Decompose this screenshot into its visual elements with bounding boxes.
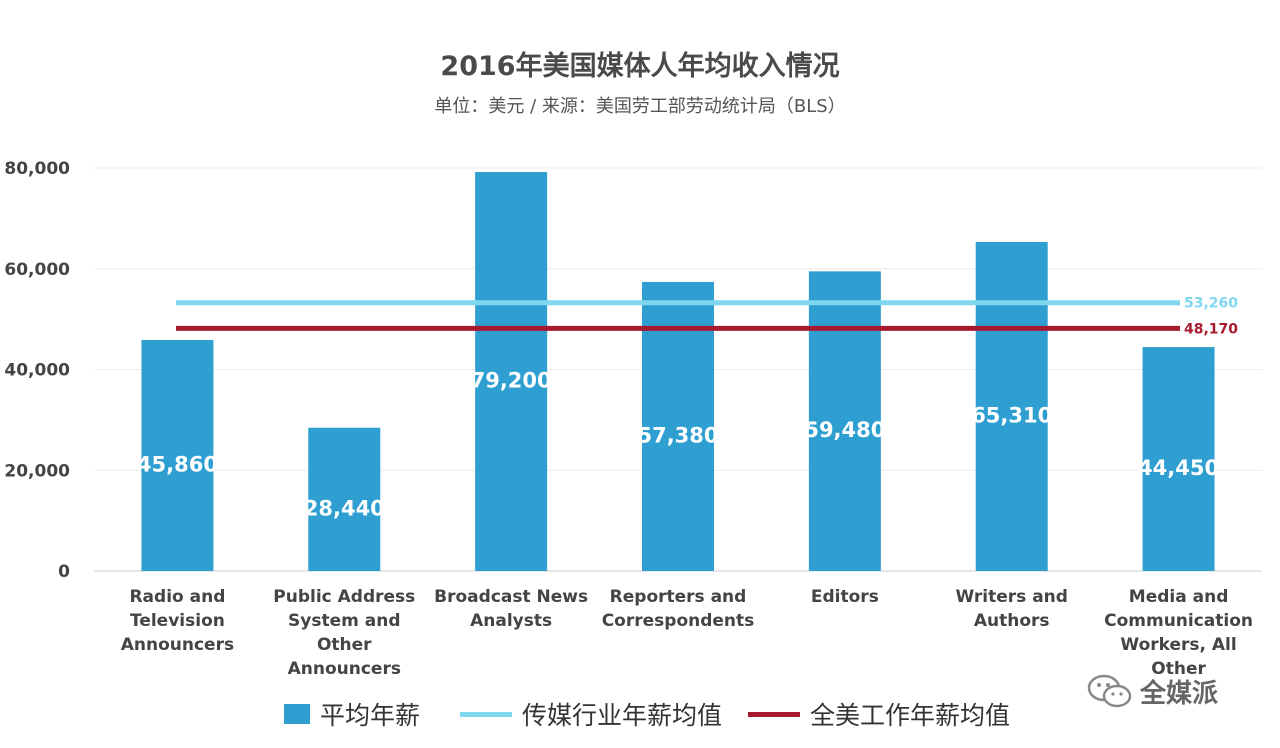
y-tick-label: 20,000 [4, 461, 70, 481]
wechat-icon [1087, 674, 1132, 708]
bar-value-label: 45,860 [137, 452, 218, 476]
bar-value-label: 65,310 [971, 404, 1052, 428]
legend-swatch-media-avg [460, 711, 512, 717]
chart-title: 2016年美国媒体人年均收入情况 [440, 51, 840, 82]
x-category-label: Writers and Authors [955, 587, 1067, 631]
legend-item-national-avg: 全美工作年薪均值 [748, 696, 1010, 732]
bar-value-label: 44,450 [1138, 456, 1219, 480]
x-category-label: Public Address System and Other Announcers [273, 587, 415, 679]
watermark-text: 全媒派 [1140, 678, 1219, 709]
watermark: 全媒派 [1086, 672, 1218, 710]
bar [1142, 347, 1215, 571]
y-tick-label: 0 [58, 562, 70, 582]
bar [808, 271, 881, 571]
bar [308, 427, 381, 571]
y-tick-label: 80,000 [4, 159, 70, 179]
legend-swatch-bars [284, 704, 310, 724]
bar [475, 172, 548, 571]
bar [141, 339, 214, 571]
bar-value-label: 79,200 [471, 369, 552, 393]
bar-value-label: 28,440 [304, 496, 385, 520]
bar-chart: 0 20,000 40,000 60,000 80,000 53,260 48,170 45,… [4, 159, 1262, 679]
legend-swatch-national-avg [748, 711, 800, 717]
reference-line-label: 53,260 [1184, 296, 1238, 312]
x-category-label: Reporters and Correspondents [602, 587, 755, 631]
legend-item-bars: 平均年薪 [284, 696, 420, 732]
bar-value-label: 57,380 [637, 423, 718, 447]
legend-label-bars: 平均年薪 [320, 701, 421, 730]
x-category-label: Broadcast News Analysts [434, 587, 588, 631]
legend-item-media-avg: 传媒行业年薪均值 [460, 696, 722, 732]
legend: 平均年薪 传媒行业年薪均值 全美工作年薪均值 [0, 696, 1280, 736]
bar [975, 242, 1048, 572]
x-category-label: Media and Communication Workers, All Other [1104, 587, 1253, 679]
y-tick-label: 40,000 [4, 361, 70, 381]
x-category-label: Radio and Television Announcers [121, 587, 234, 655]
bar-value-label: 59,480 [804, 418, 885, 442]
chart-subtitle: 单位：美元 / 来源：美国劳工部劳动统计局（BLS） [434, 96, 846, 117]
legend-label-national-avg: 全美工作年薪均值 [810, 701, 1011, 730]
x-category-label: Editors [811, 587, 879, 607]
y-tick-label: 60,000 [4, 260, 70, 280]
legend-label-media-avg: 传媒行业年薪均值 [522, 701, 723, 730]
reference-line-label: 48,170 [1184, 321, 1238, 337]
